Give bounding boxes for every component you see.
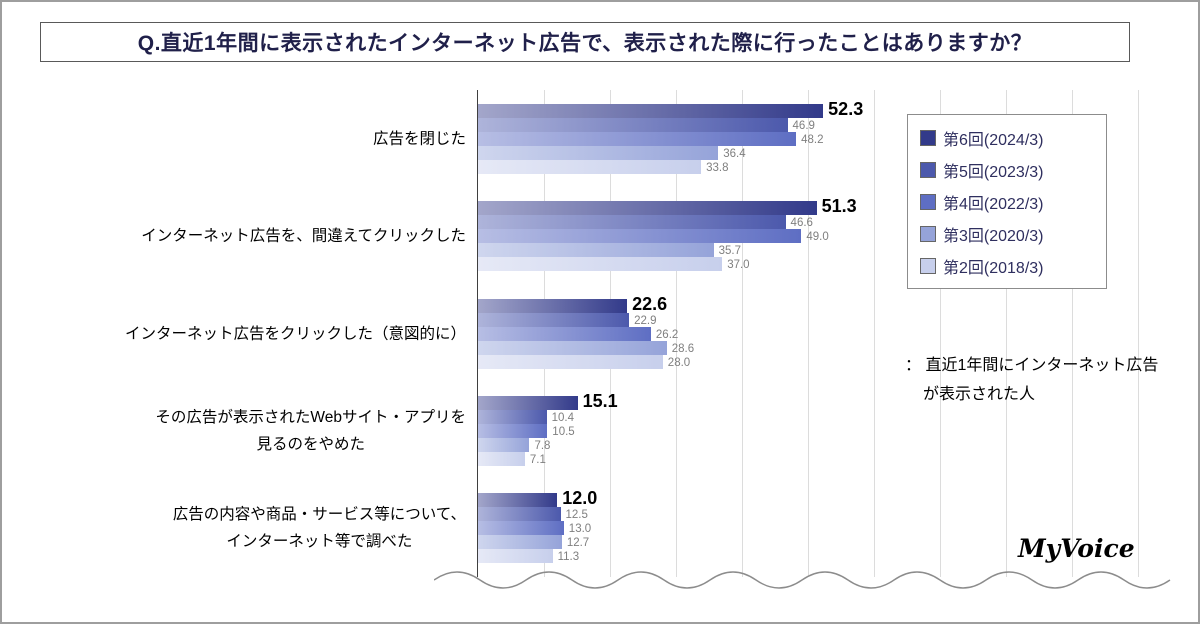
- bar-value-label: 46.9: [792, 119, 815, 132]
- bar: [478, 423, 548, 438]
- bar-value-label: 33.8: [706, 161, 729, 174]
- gridline: [676, 90, 677, 577]
- bar: [478, 493, 558, 508]
- legend-swatch: [920, 257, 936, 274]
- category-label-text: その広告が表示されたWebサイト・アプリを 見るのをやめた: [155, 408, 466, 453]
- category-axis: 広告を閉じたインターネット広告を、間違えてクリックしたインターネット広告をクリッ…: [32, 90, 470, 577]
- category-label-text: インターネット広告を、間違えてクリックした: [141, 227, 466, 245]
- legend-item: 第6回(2024/3): [920, 128, 1094, 149]
- bar: [478, 229, 802, 244]
- gridline: [1138, 90, 1139, 577]
- myvoice-logo: MyVoice: [1018, 534, 1135, 563]
- category-label: インターネット広告をクリックした（意図的に）: [28, 320, 466, 347]
- bar: [478, 326, 651, 341]
- bar-value-label: 22.9: [634, 314, 657, 327]
- gridline: [808, 90, 809, 577]
- bar: [478, 340, 667, 355]
- legend-item: 第3回(2020/3): [920, 224, 1094, 245]
- gridline: [874, 90, 875, 577]
- category-label: インターネット広告を、間違えてクリックした: [28, 223, 466, 250]
- bar-value-label: 7.1: [529, 453, 546, 466]
- bar: [478, 312, 630, 327]
- legend-label: 第4回(2022/3): [943, 195, 1044, 213]
- bar-value-label: 22.6: [632, 293, 668, 314]
- bar: [478, 243, 714, 258]
- bar: [478, 409, 547, 424]
- legend-swatch: [920, 161, 936, 178]
- base-annotation: ： 直近1年間にインターネット広告 が表示された人: [905, 352, 1158, 410]
- bar-value-label: 36.4: [723, 147, 746, 160]
- annotation-line-2: が表示された人: [923, 385, 1036, 403]
- legend-box: 第6回(2024/3) 第5回(2023/3) 第4回(2022/3) 第3回(202…: [907, 114, 1107, 289]
- annotation-line-1: ： 直近1年間にインターネット広告: [905, 357, 1159, 374]
- axis-break-wave-line: [434, 571, 1171, 589]
- bar: [478, 131, 797, 146]
- legend-label: 第6回(2024/3): [943, 131, 1044, 149]
- bar: [478, 145, 719, 160]
- category-label: 広告を閉じた: [28, 125, 466, 152]
- legend-swatch: [920, 193, 936, 210]
- bar: [478, 159, 702, 174]
- legend-label: 第2回(2018/3): [943, 259, 1044, 277]
- bar: [478, 451, 525, 466]
- bar: [478, 215, 786, 230]
- legend-item: 第5回(2023/3): [920, 160, 1094, 181]
- bar: [478, 549, 553, 564]
- chart-question-title: Q.直近1年間に表示されたインターネット広告で、表示された際に行ったことはありま…: [40, 22, 1130, 62]
- bar: [478, 395, 578, 410]
- bar: [478, 535, 562, 550]
- bar-value-label: 52.3: [828, 98, 864, 119]
- bar-value-label: 26.2: [655, 328, 679, 341]
- bar-value-label: 13.0: [568, 523, 592, 536]
- bar-value-label: 12.5: [565, 509, 588, 522]
- bar-value-label: 15.1: [582, 390, 618, 411]
- legend-label: 第5回(2023/3): [943, 163, 1044, 181]
- legend-item: 第4回(2022/3): [920, 192, 1094, 213]
- bar: [478, 437, 530, 452]
- gridline: [940, 90, 941, 577]
- plot-area: 52.3 46.9 48.2 36.4 33.8 51.3 46.6 49.0 35.7 37.0…: [477, 90, 1139, 577]
- category-label: 広告の内容や商品・サービス等について、 インターネット等で調べた: [28, 501, 466, 555]
- bar-value-label: 48.2: [801, 133, 824, 146]
- category-label-text: 広告の内容や商品・サービス等について、 インターネット等で調べた: [172, 506, 466, 551]
- gridline: [1006, 90, 1007, 577]
- bar: [478, 257, 723, 272]
- category-label-text: インターネット広告をクリックした（意図的に）: [124, 324, 466, 342]
- bar-value-label: 10.4: [551, 411, 575, 424]
- gridline: [742, 90, 743, 577]
- legend-swatch: [920, 225, 936, 242]
- bar-value-label: 37.0: [727, 259, 750, 272]
- category-label: その広告が表示されたWebサイト・アプリを 見るのをやめた: [28, 404, 466, 458]
- legend-label: 第3回(2020/3): [943, 227, 1044, 245]
- bar-value-label: 28.0: [667, 356, 691, 369]
- gridline: [1072, 90, 1073, 577]
- category-label-text: 広告を閉じた: [372, 130, 466, 148]
- bar-value-label: 28.6: [671, 342, 695, 355]
- bar-value-label: 12.7: [566, 537, 590, 550]
- bar-value-label: 51.3: [821, 196, 857, 217]
- bar: [478, 201, 817, 216]
- legend-item: 第2回(2018/3): [920, 256, 1094, 277]
- bar: [478, 103, 824, 118]
- bar-value-label: 10.5: [552, 425, 575, 438]
- bar-value-label: 35.7: [718, 245, 741, 258]
- bar: [478, 117, 788, 132]
- bar-value-label: 7.8: [534, 439, 551, 452]
- bar: [478, 298, 628, 313]
- bar: [478, 354, 663, 369]
- legend-swatch: [920, 129, 936, 146]
- bar-value-label: 11.3: [557, 551, 580, 564]
- bar-value-label: 12.0: [562, 488, 598, 509]
- bar-value-label: 49.0: [806, 231, 829, 244]
- bar: [478, 507, 561, 522]
- bar-value-label: 46.6: [790, 217, 813, 230]
- bar: [478, 521, 564, 536]
